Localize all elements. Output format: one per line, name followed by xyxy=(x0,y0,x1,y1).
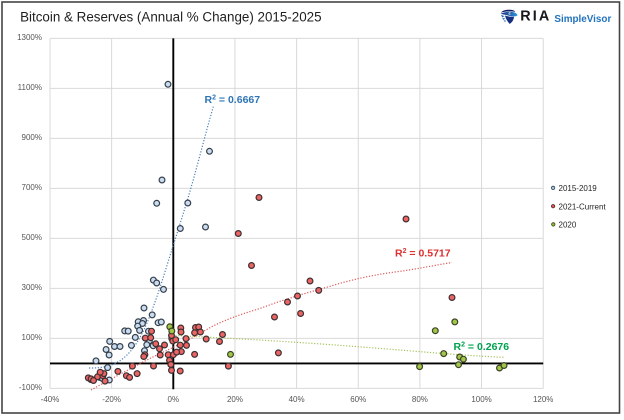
svg-text:900%: 900% xyxy=(22,133,42,142)
svg-text:R2 = 0.6667: R2 = 0.6667 xyxy=(205,94,261,106)
svg-text:1100%: 1100% xyxy=(18,83,42,92)
svg-text:40%: 40% xyxy=(289,395,305,404)
svg-text:2015-2019: 2015-2019 xyxy=(559,184,598,193)
svg-text:2021-Current: 2021-Current xyxy=(559,202,607,211)
svg-text:0%: 0% xyxy=(168,395,180,404)
svg-text:20%: 20% xyxy=(227,395,243,404)
svg-text:500%: 500% xyxy=(22,233,42,242)
svg-text:120%: 120% xyxy=(533,395,553,404)
svg-text:300%: 300% xyxy=(22,283,42,292)
svg-text:-100%: -100% xyxy=(19,383,42,392)
svg-text:700%: 700% xyxy=(22,183,42,192)
svg-text:R2 = 0.2676: R2 = 0.2676 xyxy=(454,341,510,353)
svg-text:RIA: RIA xyxy=(520,9,551,25)
svg-text:80%: 80% xyxy=(412,395,428,404)
svg-text:-40%: -40% xyxy=(41,395,60,404)
svg-text:1300%: 1300% xyxy=(17,33,42,42)
svg-text:Bitcoin & Reserves (Annual % C: Bitcoin & Reserves (Annual % Change) 201… xyxy=(20,9,321,24)
svg-text:R2 = 0.5717: R2 = 0.5717 xyxy=(395,248,451,260)
svg-text:SimpleVisor: SimpleVisor xyxy=(554,14,611,25)
svg-text:2020: 2020 xyxy=(559,221,577,230)
svg-text:-20%: -20% xyxy=(102,395,121,404)
svg-text:100%: 100% xyxy=(471,395,491,404)
svg-text:60%: 60% xyxy=(350,395,366,404)
svg-text:100%: 100% xyxy=(22,333,42,342)
